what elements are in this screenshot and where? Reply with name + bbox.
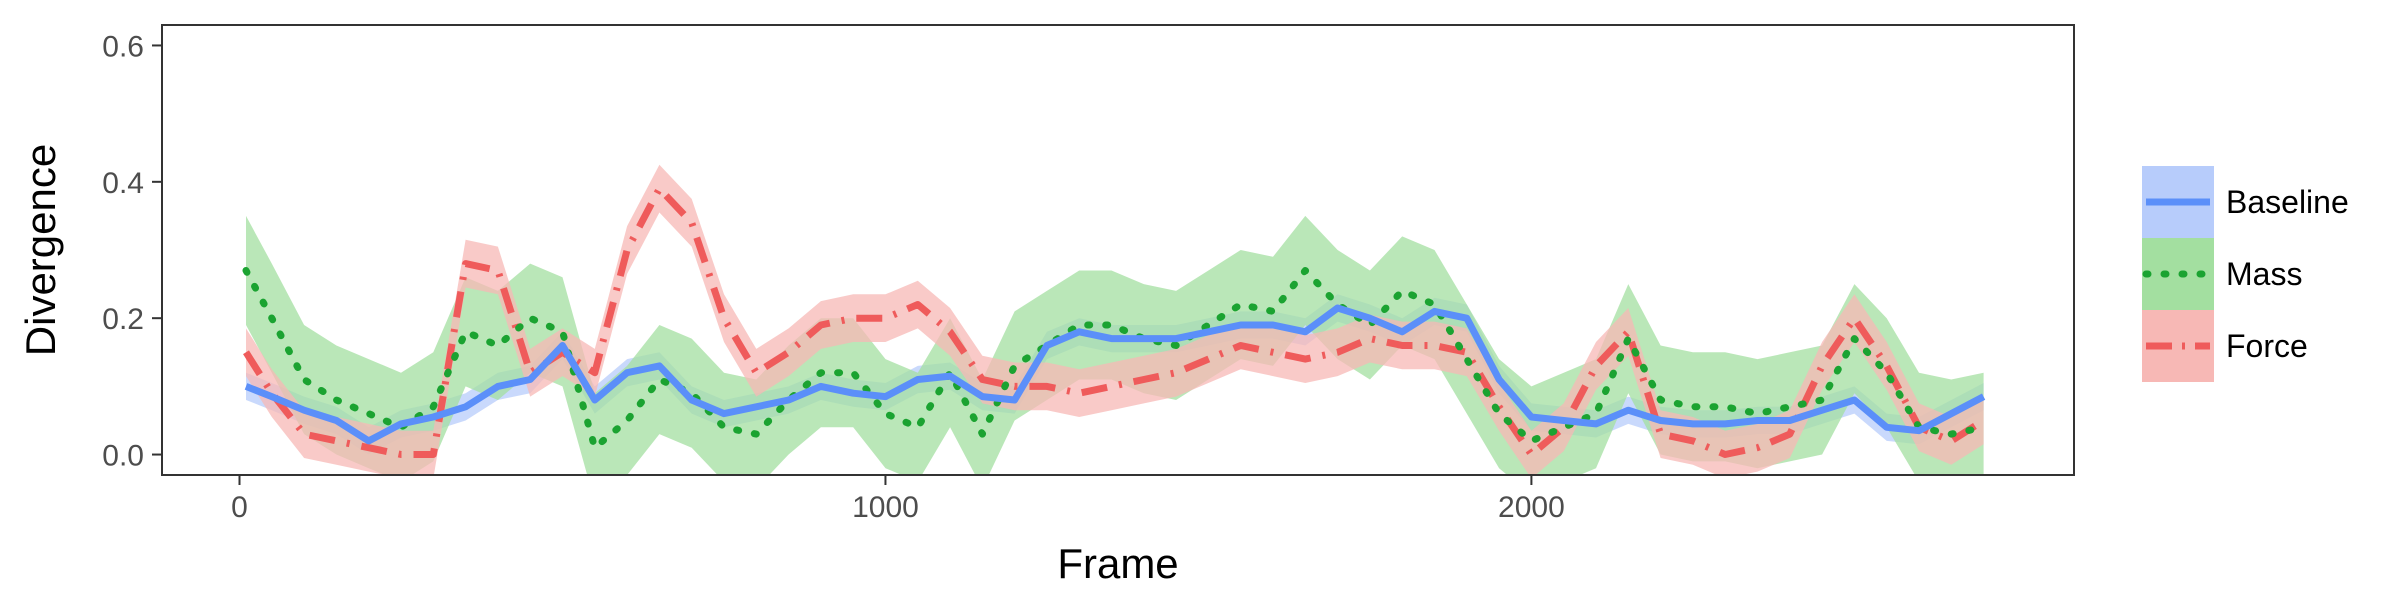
- baseline-line: [244, 304, 1986, 445]
- legend-label-force: Force: [2226, 328, 2308, 364]
- y-axis-title: Divergence: [17, 144, 64, 356]
- x-axis-title: Frame: [1057, 540, 1178, 587]
- x-axis: 0 1000 2000: [231, 475, 1565, 524]
- x-tick-label: 2000: [1498, 491, 1565, 524]
- y-tick-label: 0.6: [102, 30, 144, 63]
- plot-panel-border: [161, 24, 2075, 476]
- y-axis: 0.0 0.2 0.4 0.6: [102, 30, 162, 473]
- legend: Baseline Mass Force: [2142, 166, 2349, 382]
- series-lines: [242, 185, 1988, 458]
- confidence-bands: [246, 164, 1984, 475]
- y-tick-label: 0.2: [102, 303, 144, 336]
- x-tick-label: 0: [231, 491, 248, 524]
- mass-band: [246, 215, 1984, 475]
- y-tick-label: 0.4: [102, 167, 144, 200]
- legend-label-baseline: Baseline: [2226, 184, 2349, 220]
- x-tick-label: 1000: [852, 491, 919, 524]
- force-line: [243, 185, 1986, 458]
- y-tick-label: 0.0: [102, 440, 144, 473]
- mass-line: [242, 267, 1988, 452]
- force-band: [246, 164, 1984, 475]
- legend-label-mass: Mass: [2226, 256, 2302, 292]
